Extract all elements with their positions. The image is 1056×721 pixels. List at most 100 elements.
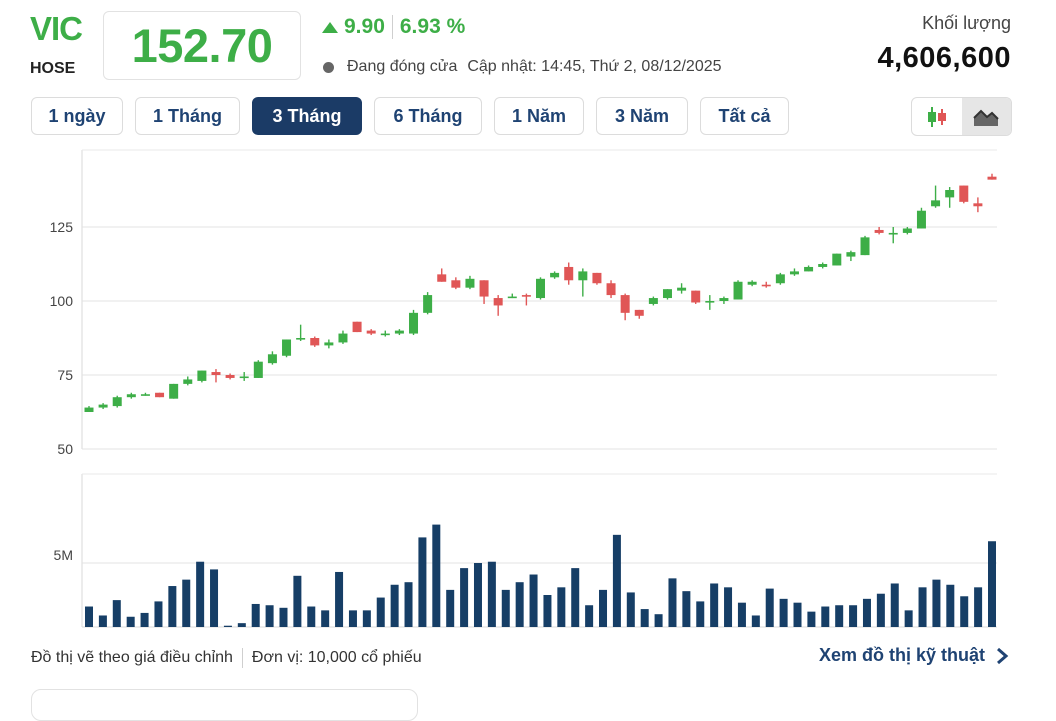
tab-all[interactable]: Tất cả	[700, 97, 789, 135]
candle-body	[338, 333, 348, 343]
volume-bar	[501, 589, 510, 627]
volume-bar	[960, 596, 969, 627]
candle-body	[677, 287, 687, 291]
volume-bar	[779, 598, 788, 627]
ticker-symbol: VIC	[30, 10, 83, 47]
candle-body	[112, 397, 122, 407]
volume-bar	[404, 582, 413, 627]
volume-bar	[348, 610, 357, 627]
candle-body	[493, 298, 503, 306]
volume-bar	[821, 606, 830, 627]
candle-body	[409, 312, 419, 334]
tab-1-day[interactable]: 1 ngày	[31, 97, 123, 135]
candle-body	[507, 296, 517, 299]
technical-chart-link[interactable]: Xem đồ thị kỹ thuật	[819, 645, 1011, 666]
candle-body	[719, 298, 729, 301]
divider	[241, 648, 243, 668]
candle-body	[521, 295, 531, 297]
price-box: 152.70	[103, 11, 301, 80]
market-status: Đang đóng cửa Cập nhật: 14:45, Thứ 2, 08…	[323, 58, 722, 76]
candle-body	[98, 404, 108, 408]
candle-body	[959, 185, 969, 202]
volume-bar	[460, 568, 469, 627]
volume-bar	[487, 561, 496, 627]
volume-value: 4,606,600	[877, 42, 1011, 74]
change-percent: 6.93 %	[399, 15, 466, 38]
candle-body	[183, 379, 193, 384]
status-dot-icon	[323, 61, 334, 73]
candle-body	[126, 394, 136, 398]
candle-body	[197, 370, 207, 381]
candle-body	[606, 283, 616, 296]
tab-3-years[interactable]: 3 Năm	[596, 97, 688, 135]
candlestick-button[interactable]	[912, 98, 962, 135]
volume-bar	[543, 595, 552, 627]
volume-bar	[640, 609, 649, 627]
volume-tick-label: 5M	[54, 547, 73, 563]
candle-body	[874, 229, 884, 233]
volume-bar	[571, 568, 580, 627]
candle-body	[733, 281, 743, 300]
candle-body	[775, 274, 785, 284]
volume-bar	[432, 524, 441, 627]
volume-bar	[529, 574, 538, 627]
candle-body	[916, 210, 926, 229]
candle-body	[987, 176, 997, 180]
candle-body	[832, 253, 842, 266]
volume-bar	[362, 610, 371, 627]
price-tick-label: 50	[57, 441, 73, 457]
price-chart[interactable]: 50 75 100 125 5M	[0, 140, 1056, 640]
candle-body	[761, 284, 771, 287]
candle-body	[564, 266, 574, 281]
update-time: Cập nhật: 14:45, Thứ 2, 08/12/2025	[467, 58, 722, 75]
candle-body	[536, 278, 545, 299]
volume-bar	[279, 607, 288, 627]
volume-bar	[265, 605, 274, 627]
exchange-label: HOSE	[30, 60, 76, 77]
volume-bar	[946, 584, 955, 627]
candle-body	[465, 278, 475, 288]
candle-body	[931, 200, 941, 207]
candle-body	[296, 338, 306, 340]
volume-bar	[668, 578, 677, 627]
technical-chart-link-label: Xem đồ thị kỹ thuật	[818, 645, 985, 665]
candle-body	[423, 295, 433, 313]
volume-bar	[168, 586, 177, 627]
volume-bar	[654, 614, 663, 627]
candle-body	[282, 339, 292, 356]
tab-6-months[interactable]: 6 Tháng	[374, 97, 482, 135]
volume-bar	[376, 597, 385, 627]
tab-1-year[interactable]: 1 Năm	[494, 97, 584, 135]
area-chart-button[interactable]	[961, 98, 1011, 135]
volume-bar	[612, 534, 621, 627]
tab-1-month[interactable]: 1 Tháng	[135, 97, 240, 135]
volume-bar	[473, 563, 482, 627]
tab-3-months[interactable]: 3 Tháng	[252, 97, 362, 135]
volume-bar	[626, 592, 635, 627]
volume-bar	[585, 605, 594, 627]
volume-bar	[515, 582, 524, 627]
divider	[391, 15, 393, 39]
candle-body	[662, 289, 672, 299]
candle-body	[225, 375, 235, 378]
volume-bar	[557, 587, 566, 627]
volume-bar	[793, 602, 802, 627]
bottom-panel	[31, 689, 418, 721]
candle-body	[155, 392, 165, 398]
candle-body	[140, 394, 150, 396]
candle-body	[253, 361, 263, 378]
volume-bar	[682, 591, 691, 627]
volume-bar	[126, 616, 135, 627]
candle-body	[846, 252, 856, 257]
volume-bar	[918, 587, 927, 627]
volume-bar	[293, 575, 302, 627]
candle-body	[578, 271, 588, 281]
adjusted-price-note: Đồ thị vẽ theo giá điều chỉnh	[31, 649, 233, 666]
candle-body	[550, 272, 560, 278]
price-change: 9.90 6.93 %	[322, 15, 465, 39]
candle-body	[310, 338, 320, 346]
candle-body	[747, 281, 757, 285]
candle-body	[789, 271, 799, 275]
volume-bar	[835, 605, 844, 627]
volume-bar	[335, 571, 344, 627]
